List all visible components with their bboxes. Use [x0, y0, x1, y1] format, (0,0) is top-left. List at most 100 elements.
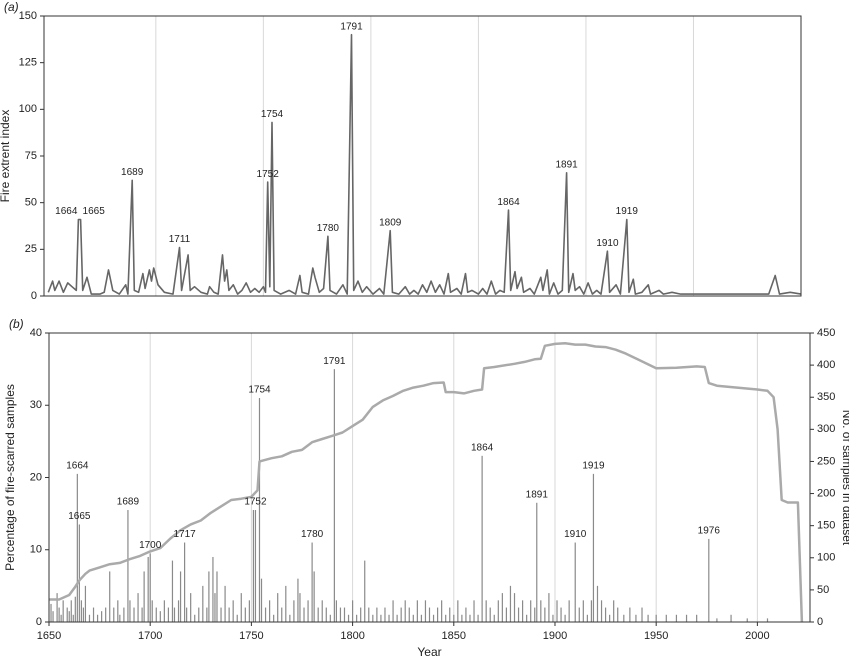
- bar: [356, 614, 358, 622]
- bar: [617, 607, 619, 622]
- bar: [127, 510, 129, 622]
- annotation: 1700: [139, 540, 162, 551]
- bar: [509, 585, 512, 622]
- bar: [708, 538, 710, 622]
- bar: [80, 600, 82, 622]
- bar: [339, 607, 342, 622]
- bar: [445, 614, 447, 622]
- bar: [517, 607, 520, 622]
- bar: [313, 571, 315, 622]
- bar: [62, 600, 64, 622]
- annotation: 1791: [323, 356, 346, 367]
- bar: [117, 600, 119, 622]
- y-tick-label: 0: [31, 290, 37, 302]
- bar: [147, 556, 149, 622]
- y-axis-title: Fire extrent index: [0, 110, 12, 203]
- bar: [177, 600, 180, 622]
- bar: [159, 611, 161, 622]
- bar: [72, 614, 74, 622]
- bar: [186, 607, 188, 622]
- bar: [592, 473, 595, 622]
- y2-tick-label: 100: [817, 552, 835, 564]
- x-tick-label: 1700: [138, 630, 162, 642]
- bar: [347, 614, 350, 622]
- bar: [248, 600, 250, 622]
- bar: [171, 560, 174, 622]
- bar: [351, 600, 354, 622]
- bar: [372, 614, 374, 622]
- annotation: 1689: [117, 497, 140, 508]
- bar: [534, 607, 536, 622]
- y2-tick-label: 0: [817, 616, 823, 628]
- bar: [50, 603, 52, 622]
- x-tick-label: 1950: [644, 630, 668, 642]
- data-line: [49, 342, 804, 623]
- bar: [78, 524, 80, 622]
- plot-frame: [43, 15, 802, 297]
- bar: [311, 542, 313, 622]
- bar: [497, 600, 499, 622]
- bar: [530, 600, 532, 622]
- y2-tick-label: 150: [817, 520, 835, 532]
- bar: [574, 542, 576, 622]
- y-tick-label: 125: [19, 57, 37, 69]
- bar: [473, 600, 475, 622]
- bar: [343, 607, 346, 622]
- bar: [214, 593, 216, 622]
- annotation: 1752: [257, 169, 280, 180]
- annotation: 1919: [616, 206, 639, 217]
- bar: [254, 510, 257, 622]
- bar: [400, 607, 402, 622]
- x-tick-label: 1850: [442, 630, 466, 642]
- bar: [52, 611, 54, 622]
- bar: [82, 607, 85, 622]
- bar: [58, 607, 60, 622]
- bar: [194, 614, 196, 622]
- y2-tick-label: 400: [817, 359, 835, 371]
- y2-tick-label: 450: [817, 327, 835, 339]
- bar: [252, 510, 255, 622]
- x-tick-label: 2000: [745, 630, 769, 642]
- bar: [376, 607, 378, 622]
- data-line: [47, 33, 802, 295]
- bar: [568, 600, 570, 622]
- bar: [436, 607, 439, 622]
- bar: [123, 607, 125, 622]
- bar: [675, 614, 678, 622]
- bar: [119, 614, 121, 622]
- annotation: 1754: [261, 109, 284, 120]
- annotation: 1864: [471, 442, 494, 453]
- bar: [220, 607, 222, 622]
- bar: [428, 607, 431, 622]
- bar: [544, 607, 546, 622]
- bar: [208, 571, 210, 622]
- bar: [74, 596, 76, 622]
- bar: [224, 585, 226, 622]
- bar: [325, 607, 327, 622]
- bar: [501, 593, 503, 622]
- y-axis-title: Percentage of fire-scarred samples: [3, 384, 17, 571]
- bar: [461, 614, 463, 622]
- bar: [167, 607, 170, 622]
- y2-tick-label: 200: [817, 487, 835, 499]
- annotation: 1864: [497, 197, 520, 208]
- bar: [590, 600, 593, 622]
- bar: [392, 600, 394, 622]
- bar: [441, 600, 443, 622]
- bar: [149, 553, 151, 622]
- annotation: 1711: [169, 234, 191, 245]
- y-tick-label: 150: [19, 10, 37, 22]
- bar: [424, 600, 427, 622]
- annotation: 1919: [582, 461, 605, 472]
- bar: [522, 600, 524, 622]
- bar: [216, 571, 218, 622]
- bar: [101, 611, 103, 622]
- bar: [299, 593, 301, 622]
- bar: [449, 607, 451, 622]
- bar: [109, 571, 111, 622]
- annotation: 1665: [68, 511, 91, 522]
- bar: [766, 618, 769, 622]
- annotation: 1891: [555, 159, 578, 170]
- bar: [716, 618, 718, 622]
- bar: [493, 614, 495, 622]
